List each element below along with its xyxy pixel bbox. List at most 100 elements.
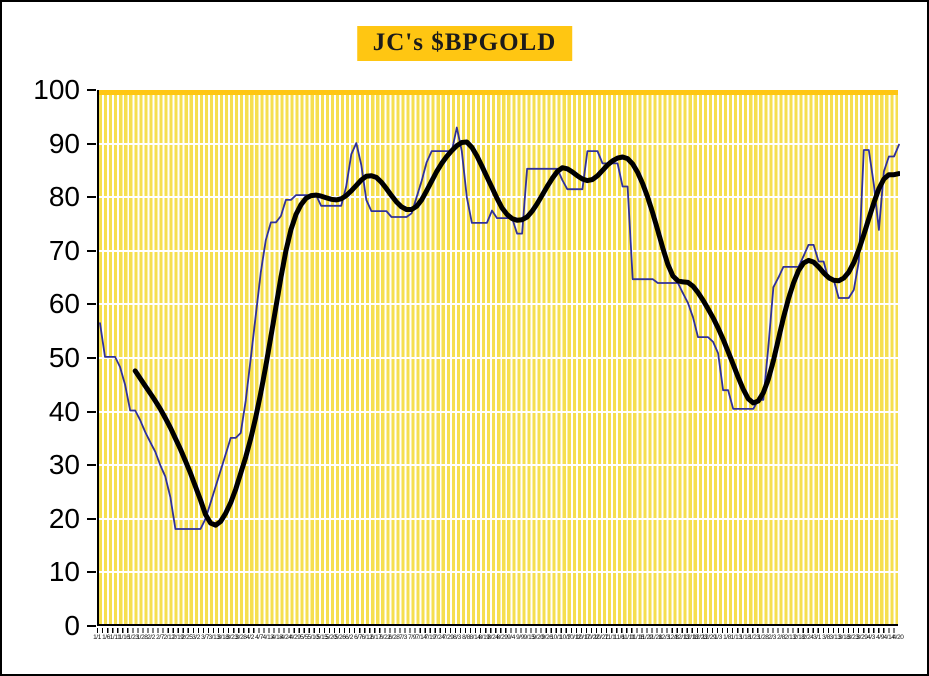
x-axis-label-4-13: 4/13 <box>262 634 274 641</box>
x-axis-label-1-8: 1/8 <box>723 634 731 641</box>
x-axis-label-1-3: 1/3 <box>714 634 722 641</box>
chart-title: JC's $BPGOLD <box>356 26 573 61</box>
x-axis-label-2-12: 2/12 <box>163 634 175 641</box>
y-tick-0 <box>87 625 96 627</box>
x-axis-label-8-14: 8/14 <box>469 634 481 641</box>
x-axis-label-9-9: 9/9 <box>516 634 524 641</box>
x-axis-label-3-13: 3/13 <box>208 634 220 641</box>
x-axis-label-1-6: 1/6 <box>102 634 110 641</box>
x-axis-label-11-11: 11/11 <box>621 634 635 641</box>
x-axis-label-2-7: 2/7 <box>156 634 164 641</box>
gridline-y-70 <box>99 249 898 252</box>
series-lines <box>99 126 900 530</box>
x-axis-label-6-17: 6/17 <box>370 634 382 641</box>
x-axis-label-6-28: 6/28 <box>388 634 400 641</box>
x-axis-label-12-13: 12/13 <box>674 634 690 641</box>
gridline-y-90 <box>99 142 898 145</box>
x-axis-label-3-29: 3/29 <box>856 634 868 641</box>
x-axis-label-12-29: 12/29 <box>701 634 717 641</box>
x-axis-label-1-23: 1/23 <box>127 634 139 641</box>
gridline-y-40 <box>99 410 898 413</box>
x-axis-label-1-28: 1/28 <box>136 634 148 641</box>
x-axis-label-12-18: 12/18 <box>683 634 699 641</box>
y-tick-10 <box>87 571 96 574</box>
gridline-y-10 <box>99 571 898 574</box>
x-axis-label-4-9: 4/9 <box>876 634 884 641</box>
x-axis-label-1-1: 1/1 <box>93 634 101 641</box>
y-tick-50 <box>87 357 96 359</box>
x-axis-label-11-22: 11/22 <box>639 634 653 641</box>
x-axis-label-11-6: 11/6 <box>613 634 625 641</box>
x-axis-label-8-19: 8/19 <box>478 634 490 641</box>
x-axis-label-8-29: 8/29 <box>496 634 508 641</box>
x-axis-label-9-20: 9/20 <box>532 634 544 641</box>
x-axis-label-9-4: 9/4 <box>507 634 515 641</box>
y-axis-label-10: 10 <box>48 556 80 588</box>
x-axis-label-1-18: 1/18 <box>739 634 751 641</box>
x-axis-label-4-29: 4/29 <box>289 634 301 641</box>
x-axis-label-1-23: 1/23 <box>748 634 760 641</box>
y-axis-label-90: 90 <box>48 127 80 159</box>
x-axis-label-8-3: 8/3 <box>453 634 461 641</box>
x-axis-label-10-12: 10/12 <box>566 634 582 641</box>
x-axis-label-4-18: 4/18 <box>271 634 283 641</box>
x-axis-label-2-13: 2/13 <box>784 634 796 641</box>
x-axis-label-3-18: 3/18 <box>217 634 229 641</box>
gridline-y-20 <box>99 517 898 520</box>
x-axis-label-4-2: 4/2 <box>246 634 254 641</box>
x-axis-label-2-24: 2/24 <box>802 634 814 641</box>
y-axis-label-30: 30 <box>48 449 80 481</box>
x-axis-label-6-2: 6/2 <box>345 634 353 641</box>
x-axis-label-7-24: 7/24 <box>433 634 445 641</box>
x-axis-label-10-1: 10/1 <box>550 634 562 641</box>
x-axis-label-3-8: 3/8 <box>822 634 830 641</box>
x-axis-label-2-19: 2/19 <box>172 634 184 641</box>
x-axis-label-3-18: 3/18 <box>838 634 850 641</box>
bpgold-moving-average-line <box>132 139 900 528</box>
y-axis-label-50: 50 <box>48 342 80 373</box>
y-tick-70 <box>87 249 96 252</box>
x-axis-label-3-23: 3/23 <box>847 634 859 641</box>
x-axis-label-4-24: 4/24 <box>280 634 292 641</box>
y-tick-80 <box>87 196 96 199</box>
x-axis-label-5-26: 5/26 <box>334 634 346 641</box>
plot-area <box>97 90 900 626</box>
x-axis-label-7-19: 7/19 <box>424 634 436 641</box>
x-axis-label-3-1: 3/1 <box>813 634 821 641</box>
gridline-y-50 <box>99 357 898 359</box>
y-tick-90 <box>87 142 96 145</box>
x-axis-label-3-23: 3/23 <box>226 634 238 641</box>
x-axis-label-1-16: 1/16 <box>118 634 130 641</box>
x-axis-label-4-20: 4/20 <box>892 634 904 641</box>
x-axis-label-9-26: 9/26 <box>541 634 553 641</box>
x-axis-label-10-22: 10/22 <box>584 634 600 641</box>
y-tick-20 <box>87 517 96 520</box>
x-axis-label-6-22: 6/22 <box>379 634 391 641</box>
bpgold-daily-line <box>99 126 900 530</box>
x-axis-label-5-5: 5/5 <box>300 634 308 641</box>
x-axis-label-3-7: 3/7 <box>201 634 209 641</box>
x-axis-label-2-3: 2/3 <box>768 634 776 641</box>
x-axis-label-7-29: 7/29 <box>442 634 454 641</box>
gold-top-band <box>99 90 898 95</box>
x-axis-label-10-27: 10/27 <box>593 634 609 641</box>
x-axis-label-11-28: 11/28 <box>648 634 662 641</box>
x-axis-label-4-7: 4/7 <box>255 634 263 641</box>
x-axis-label-11-1: 11/1 <box>604 634 616 641</box>
y-axis-label-60: 60 <box>48 288 80 320</box>
x-axis-label-6-12: 6/12 <box>361 634 373 641</box>
x-axis-label-12-23: 12/23 <box>692 634 708 641</box>
x-axis-label-3-2: 3/2 <box>192 634 200 641</box>
x-axis-label-2-18: 2/18 <box>793 634 805 641</box>
x-axis-label-7-14: 7/14 <box>415 634 427 641</box>
y-axis-label-100: 100 <box>33 74 80 105</box>
x-axis-label-8-8: 8/8 <box>462 634 470 641</box>
x-axis-label-2-25: 2/25 <box>181 634 193 641</box>
x-axis-label-7-3: 7/3 <box>399 634 407 641</box>
x-axis-label-3-13: 3/13 <box>829 634 841 641</box>
x-axis-label-12-3: 12/3 <box>658 634 670 641</box>
y-tick-60 <box>87 303 96 306</box>
gridline-y-60 <box>99 303 898 306</box>
y-axis-label-70: 70 <box>48 234 80 266</box>
